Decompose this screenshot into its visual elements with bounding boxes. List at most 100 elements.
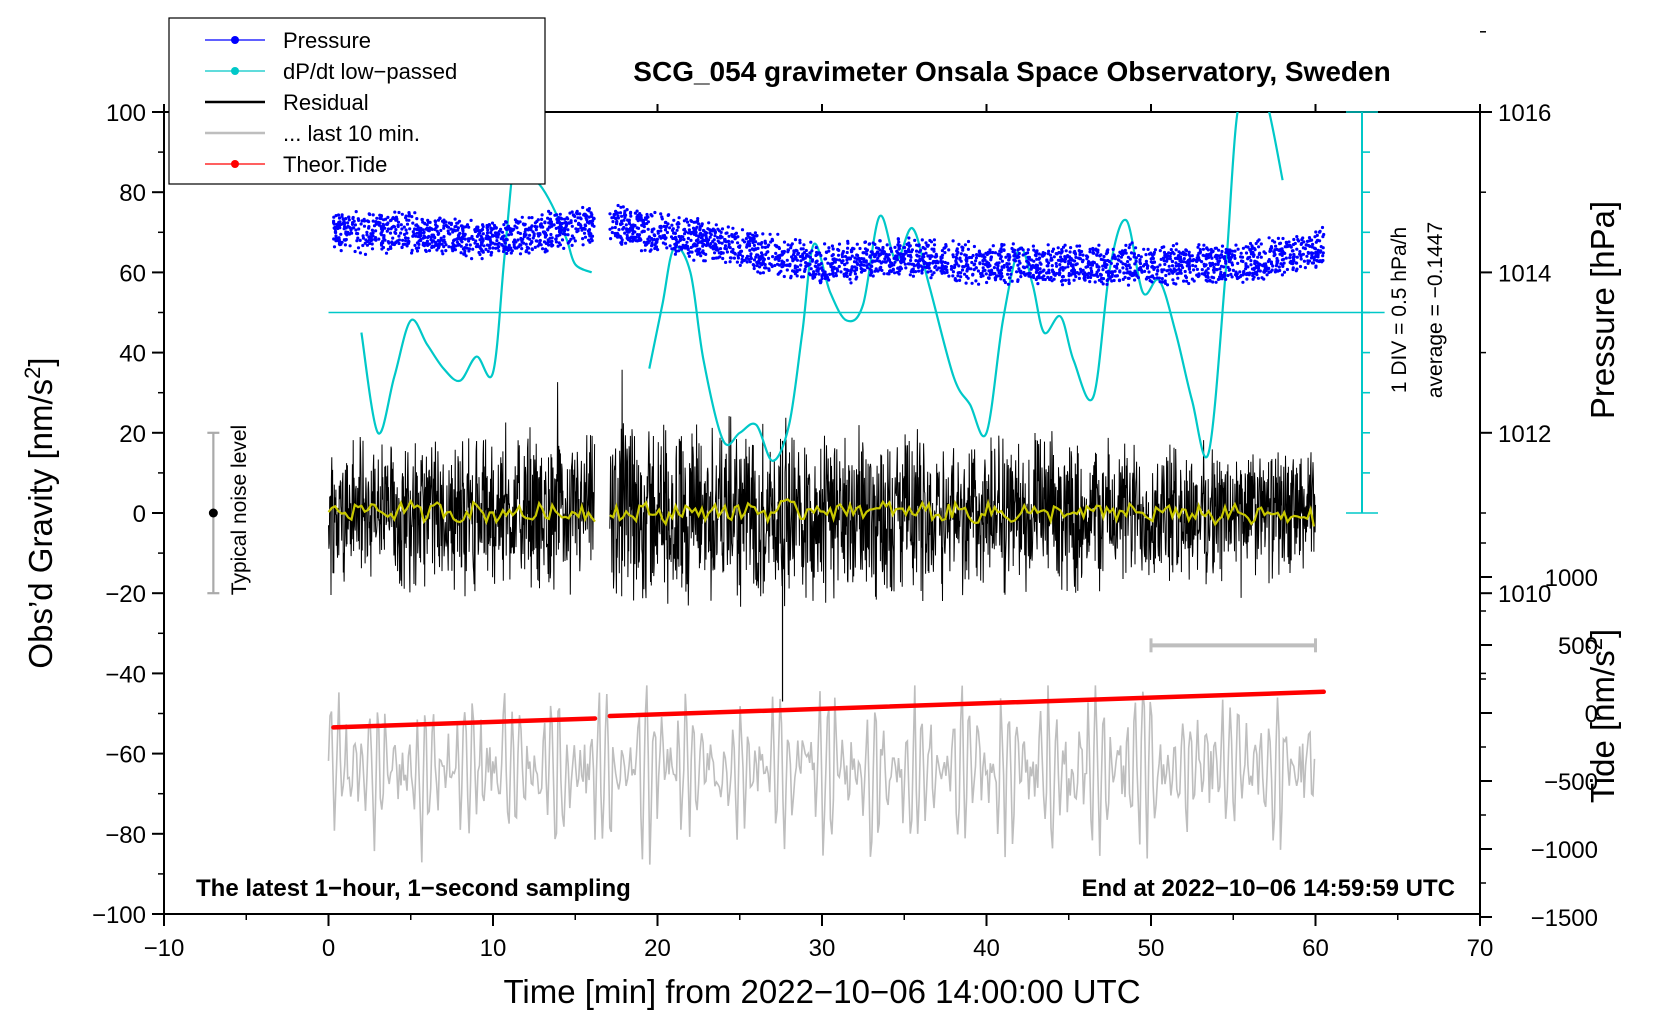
pressure-dot — [1187, 250, 1191, 254]
pressure-dot — [582, 231, 587, 235]
pressure-dot — [665, 246, 669, 250]
pressure-dot — [1283, 251, 1287, 255]
pressure-dot — [1267, 236, 1271, 240]
pressure-dot — [1172, 281, 1176, 285]
pressure-dot — [965, 259, 969, 263]
pressure-dot — [1060, 248, 1064, 252]
pressure-dot — [827, 278, 831, 282]
pressure-dot — [422, 244, 426, 248]
pressure-dot — [635, 233, 640, 237]
pressure-dot — [737, 245, 741, 249]
pressure-dot — [585, 208, 590, 212]
pressure-dot — [479, 228, 484, 232]
pressure-dot — [1023, 272, 1027, 276]
pressure-dot — [533, 224, 537, 229]
pressure-dot — [874, 252, 878, 256]
pressure-dot — [823, 257, 827, 261]
pressure-dot — [757, 256, 761, 260]
pressure-dot — [917, 243, 921, 247]
pressure-dot — [332, 215, 336, 219]
pressure-dot — [758, 261, 762, 265]
pressure-dot — [815, 268, 820, 272]
pressure-dot — [1254, 241, 1258, 246]
pressure-dot — [813, 264, 817, 268]
pressure-dot — [411, 230, 415, 234]
pressure-dot — [535, 239, 539, 243]
pressure-dot — [556, 244, 560, 248]
pressure-dot — [1313, 235, 1317, 239]
pressure-dot — [346, 224, 350, 228]
pressure-dot — [1220, 244, 1225, 248]
pressure-dot — [687, 223, 691, 227]
pressure-dot — [550, 242, 554, 246]
pressure-dot — [791, 258, 795, 262]
pressure-dot — [608, 212, 612, 216]
pressure-dot — [1188, 270, 1192, 274]
pressure-dot — [1278, 268, 1282, 273]
pressure-dot — [920, 265, 924, 269]
pressure-dot — [470, 236, 474, 240]
pressure-dot — [633, 211, 638, 215]
pressure-dot — [581, 237, 585, 241]
pressure-dot — [536, 244, 540, 248]
pressure-dot — [926, 243, 930, 247]
pressure-dot — [1264, 262, 1268, 266]
pressure-dot — [467, 225, 471, 229]
pressure-dot — [377, 237, 381, 241]
pressure-dot — [981, 266, 985, 270]
pressure-dot — [590, 213, 594, 217]
pressure-dot — [933, 265, 937, 269]
pressure-dot — [905, 242, 909, 246]
pressure-dot — [1127, 246, 1131, 250]
pressure-dot — [1068, 250, 1072, 254]
pressure-dot — [881, 245, 885, 250]
pressure-dot — [496, 235, 500, 239]
pressure-dot — [614, 217, 618, 221]
pressure-dot — [845, 271, 849, 275]
pressure-dot — [343, 238, 347, 242]
pressure-dot — [1050, 268, 1055, 272]
pressure-dot — [332, 237, 336, 241]
pressure-dot — [1292, 255, 1296, 259]
pressure-dot — [993, 251, 998, 255]
pressure-dot — [503, 245, 507, 249]
pressure-dot — [1278, 241, 1283, 245]
pressure-dot — [793, 238, 798, 242]
pressure-dot — [385, 222, 389, 226]
pressure-dot — [1225, 250, 1229, 254]
pressure-dot — [1017, 251, 1021, 256]
pressure-dot — [1285, 245, 1289, 249]
pressure-dot — [702, 229, 706, 233]
pressure-dot — [547, 225, 552, 229]
pressure-dot — [924, 251, 928, 255]
pressure-dot — [997, 253, 1001, 257]
y-axis-label-pressure: Pressure [hPa] — [1584, 201, 1621, 419]
pressure-dot — [1063, 278, 1068, 282]
pressure-dot — [634, 239, 638, 243]
pressure-dot — [730, 240, 734, 244]
pressure-dot — [386, 215, 390, 219]
pressure-dot — [641, 223, 646, 227]
pressure-dot — [648, 249, 652, 253]
pressure-dot — [446, 231, 451, 235]
pressure-dot — [685, 220, 690, 224]
pressure-dot — [702, 242, 706, 247]
pressure-dot — [953, 263, 957, 267]
pressure-dot — [774, 255, 778, 259]
pressure-dot — [1155, 276, 1159, 280]
pressure-dot — [1252, 267, 1256, 272]
pressure-dot — [421, 220, 425, 224]
x-tick-label: 60 — [1302, 935, 1329, 962]
pressure-dot — [363, 241, 367, 245]
pressure-dot — [1035, 251, 1039, 255]
pressure-dot — [675, 228, 679, 232]
pressure-dot — [859, 270, 864, 274]
pressure-dot — [820, 276, 824, 281]
pressure-dot — [867, 242, 871, 246]
pressure-dot — [655, 239, 659, 243]
pressure-tick-label: 1012 — [1498, 421, 1551, 448]
pressure-dot — [566, 228, 570, 232]
pressure-dot — [878, 239, 882, 243]
residual-smoothed-series — [327, 498, 1315, 527]
pressure-dot — [871, 274, 875, 278]
